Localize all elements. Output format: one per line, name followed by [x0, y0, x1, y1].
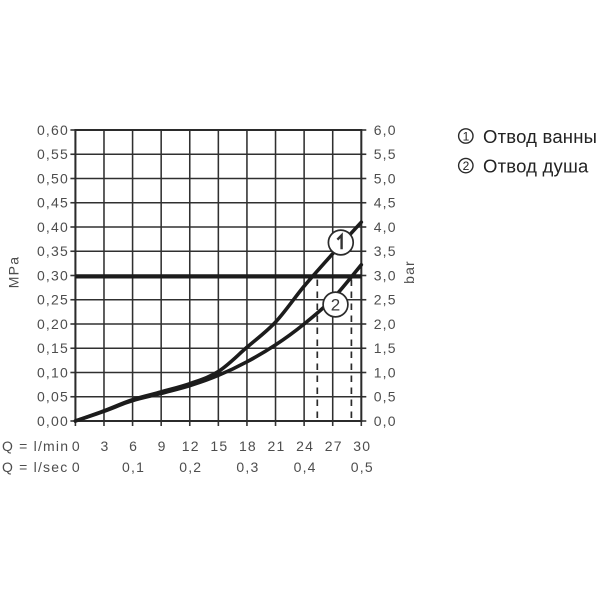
svg-text:0,60: 0,60 — [37, 122, 69, 138]
svg-text:Отвод душа: Отвод душа — [483, 156, 589, 177]
svg-text:MPa: MPa — [5, 256, 21, 288]
svg-text:2: 2 — [463, 159, 470, 173]
svg-text:27: 27 — [325, 438, 343, 454]
svg-text:1: 1 — [463, 129, 470, 143]
svg-text:2,5: 2,5 — [374, 292, 397, 308]
svg-text:0,50: 0,50 — [37, 170, 69, 186]
svg-text:Q = l/sec: Q = l/sec — [2, 459, 68, 475]
svg-text:0,5: 0,5 — [374, 389, 397, 405]
svg-text:1,0: 1,0 — [374, 364, 397, 380]
svg-text:0,15: 0,15 — [37, 340, 69, 356]
svg-text:4,0: 4,0 — [374, 219, 397, 235]
svg-text:2: 2 — [331, 296, 340, 315]
svg-text:1,5: 1,5 — [374, 340, 397, 356]
svg-text:4,5: 4,5 — [374, 195, 397, 211]
svg-text:0,20: 0,20 — [37, 316, 69, 332]
svg-text:bar: bar — [401, 260, 417, 284]
svg-text:5,5: 5,5 — [374, 146, 397, 162]
svg-text:0: 0 — [72, 438, 81, 454]
svg-text:0,1: 0,1 — [122, 459, 145, 475]
svg-text:12: 12 — [182, 438, 200, 454]
svg-text:0,55: 0,55 — [37, 146, 69, 162]
svg-text:0,10: 0,10 — [37, 364, 69, 380]
svg-text:3: 3 — [100, 438, 109, 454]
svg-text:0,25: 0,25 — [37, 292, 69, 308]
svg-text:5,0: 5,0 — [374, 170, 397, 186]
svg-text:6,0: 6,0 — [374, 122, 397, 138]
svg-text:0,30: 0,30 — [37, 267, 69, 283]
svg-text:0,45: 0,45 — [37, 195, 69, 211]
svg-text:0,2: 0,2 — [179, 459, 202, 475]
svg-text:9: 9 — [158, 438, 167, 454]
svg-text:0,0: 0,0 — [374, 413, 397, 429]
svg-text:0,35: 0,35 — [37, 243, 69, 259]
svg-text:18: 18 — [239, 438, 257, 454]
svg-text:2,0: 2,0 — [374, 316, 397, 332]
svg-text:0,3: 0,3 — [236, 459, 259, 475]
svg-text:3,5: 3,5 — [374, 243, 397, 259]
svg-text:0,05: 0,05 — [37, 389, 69, 405]
svg-text:Отвод ванны: Отвод ванны — [483, 126, 597, 147]
svg-text:0: 0 — [72, 459, 81, 475]
svg-text:15: 15 — [210, 438, 228, 454]
svg-text:0,5: 0,5 — [351, 459, 374, 475]
svg-text:30: 30 — [353, 438, 371, 454]
svg-text:3,0: 3,0 — [374, 267, 397, 283]
svg-text:6: 6 — [129, 438, 138, 454]
svg-text:Q = l/min: Q = l/min — [2, 438, 69, 454]
svg-text:21: 21 — [268, 438, 286, 454]
svg-text:0,00: 0,00 — [37, 413, 69, 429]
svg-text:0,4: 0,4 — [294, 459, 317, 475]
svg-text:24: 24 — [296, 438, 314, 454]
svg-text:0,40: 0,40 — [37, 219, 69, 235]
